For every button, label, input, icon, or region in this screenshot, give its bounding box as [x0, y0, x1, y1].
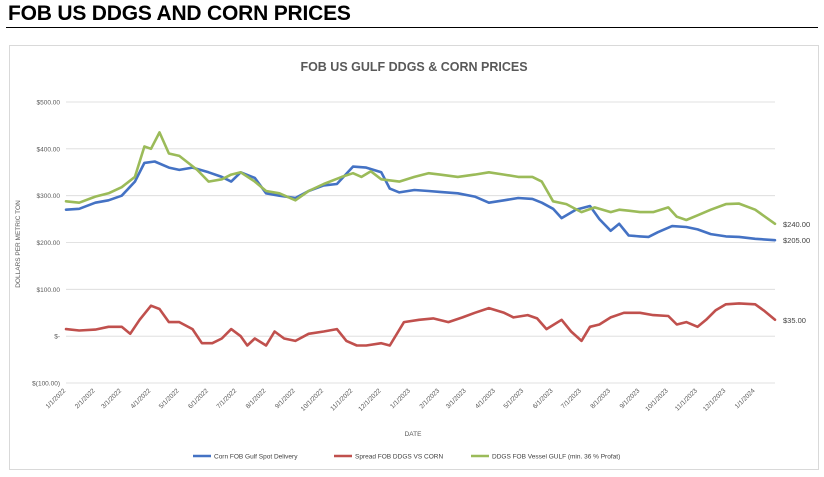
y-tick-label: $400.00 [37, 146, 61, 153]
x-tick-label: 3/1/2023 [445, 387, 468, 410]
x-tick-label: 5/1/2022 [158, 387, 181, 410]
y-tick-label: $- [54, 334, 60, 341]
x-tick-label: 2/1/2023 [418, 387, 441, 410]
y-tick-label: $500.00 [37, 100, 61, 107]
x-tick-label: 8/1/2022 [245, 387, 268, 410]
x-tick-label: 11/1/2023 [674, 387, 699, 412]
x-tick-label: 10/1/2023 [644, 387, 670, 413]
x-tick-label: 12/1/2022 [357, 387, 383, 413]
x-tick-label: 10/1/2022 [300, 387, 326, 413]
x-tick-label: 3/1/2022 [100, 387, 123, 410]
x-tick-label: 7/1/2022 [215, 387, 238, 410]
legend: Corn FOB Gulf Spot Delivery Spread FOB DD… [193, 454, 620, 461]
series-lines [64, 131, 777, 347]
x-tick-label: 1/1/2022 [45, 387, 68, 410]
y-axis-label: DOLLARS PER METRIC TON [15, 200, 22, 288]
x-tick-label: 7/1/2023 [560, 387, 583, 410]
x-axis-label: DATE [405, 431, 423, 438]
x-tick-label: 9/1/2022 [274, 387, 297, 410]
y-tick-label: $300.00 [37, 193, 61, 200]
page-title: FOB US DDGS AND CORN PRICES [8, 2, 351, 25]
title-divider [6, 27, 818, 28]
chart-frame: FOB US GULF DDGS & CORN PRICES $(100.00)… [9, 45, 819, 470]
x-tick-label: 9/1/2023 [619, 387, 642, 410]
series-line-1 [64, 160, 777, 242]
chart-title: FOB US GULF DDGS & CORN PRICES [300, 60, 527, 74]
legend-label: DDGS FOB Vessel GULF (min. 36 % Profat) [492, 454, 620, 461]
x-tick-label: 5/1/2023 [502, 387, 525, 410]
x-tick-label: 2/1/2022 [74, 387, 97, 410]
end-value-label: $35.00 [783, 316, 806, 325]
gridlines [66, 101, 775, 384]
y-tick-label: $200.00 [37, 240, 61, 247]
x-tick-label: 6/1/2023 [532, 387, 555, 410]
legend-label: Spread FOB DDGS VS CORN [355, 454, 443, 461]
end-value-label: $205.00 [783, 236, 810, 245]
end-value-label: $240.00 [783, 220, 810, 229]
y-tick-label: $(100.00) [32, 381, 60, 388]
price-chart: FOB US GULF DDGS & CORN PRICES $(100.00)… [15, 60, 810, 461]
x-tick-label: 11/1/2022 [329, 387, 354, 412]
series-line-3 [64, 131, 777, 226]
x-tick-label: 4/1/2022 [130, 387, 153, 410]
end-value-labels: $240.00 $205.00 $35.00 [783, 220, 810, 325]
legend-label: Corn FOB Gulf Spot Delivery [214, 454, 298, 461]
x-tick-label: 1/1/2023 [389, 387, 412, 410]
y-axis-ticks: $(100.00) $- $100.00 $200.00 $300.00 $400.00 $… [32, 100, 60, 388]
series-line-2 [64, 302, 777, 347]
x-tick-label: 1/1/2024 [734, 387, 757, 410]
x-tick-label: 4/1/2023 [474, 387, 497, 410]
x-tick-label: 8/1/2023 [589, 387, 612, 410]
x-axis-ticks: 1/1/2022 2/1/2022 3/1/2022 4/1/2022 5/1/2022… [45, 387, 757, 413]
x-tick-label: 6/1/2022 [187, 387, 210, 410]
y-tick-label: $100.00 [37, 287, 61, 294]
x-tick-label: 12/1/2023 [702, 387, 728, 413]
